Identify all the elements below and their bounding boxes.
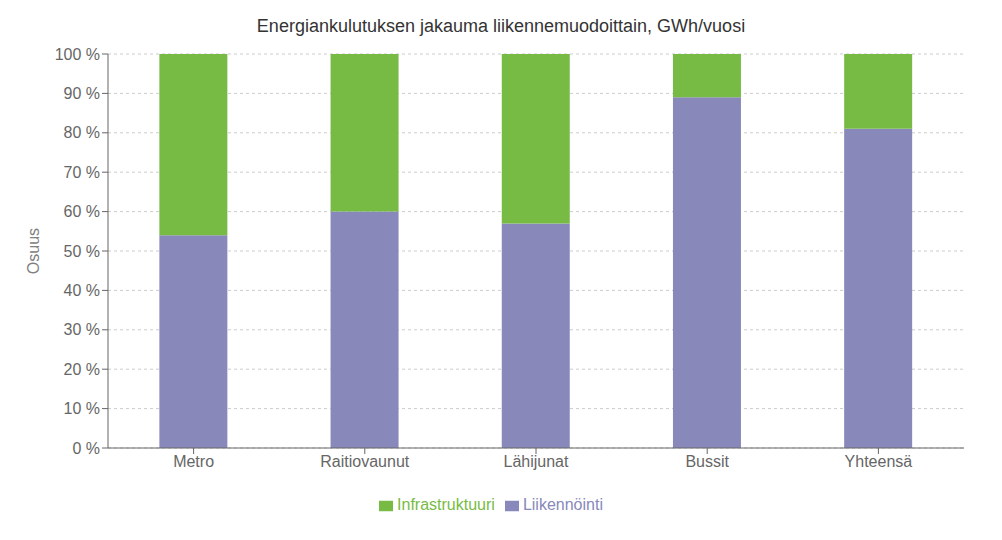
- svg-text:Metro: Metro: [173, 453, 214, 470]
- svg-text:30 %: 30 %: [64, 321, 100, 338]
- html-text:Liikennöinti: Liikennöinti: [522, 496, 603, 513]
- svg-text:90 %: 90 %: [64, 85, 100, 102]
- svg-text:80 %: 80 %: [64, 124, 100, 141]
- svg-text:Raitiovaunut: Raitiovaunut: [320, 453, 410, 470]
- html-text:Energiankulutuksen jakauma lii: Energiankulutuksen jakauma liikennemuodo…: [256, 16, 746, 36]
- svg-text:70 %: 70 %: [64, 164, 100, 181]
- svg-text:40 %: 40 %: [64, 282, 100, 299]
- svg-text:60 %: 60 %: [64, 203, 100, 220]
- svg-text:10 %: 10 %: [64, 400, 100, 417]
- html-text:Infrastruktuuri: Infrastruktuuri: [397, 496, 495, 513]
- svg-text:20 %: 20 %: [64, 361, 100, 378]
- svg-text:Osuus: Osuus: [25, 228, 42, 274]
- svg-text:100 %: 100 %: [55, 46, 100, 63]
- svg-text:0 %: 0 %: [72, 440, 100, 457]
- svg-text:50 %: 50 %: [64, 243, 100, 260]
- svg-text:Yhteensä: Yhteensä: [845, 453, 913, 470]
- svg-text:Lähijunat: Lähijunat: [504, 453, 570, 470]
- svg-text:Bussit: Bussit: [685, 453, 729, 470]
